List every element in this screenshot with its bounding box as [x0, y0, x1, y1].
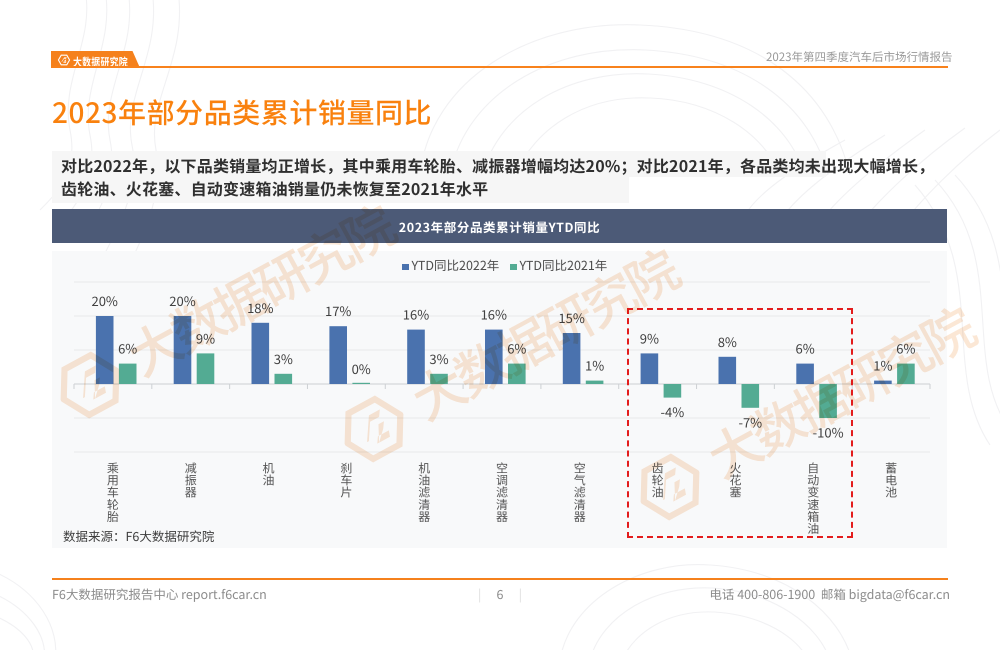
svg-text:减: 减: [185, 460, 197, 477]
svg-text:自: 自: [807, 460, 819, 477]
svg-text:蓄: 蓄: [885, 460, 897, 477]
svg-text:20%: 20%: [169, 291, 195, 310]
svg-text:用: 用: [107, 472, 119, 489]
svg-text:器: 器: [574, 508, 586, 525]
svg-text:滤: 滤: [574, 484, 586, 501]
svg-text:调: 调: [496, 472, 508, 489]
svg-text:9%: 9%: [640, 328, 659, 347]
svg-text:火: 火: [729, 460, 741, 477]
svg-text:16%: 16%: [403, 305, 429, 324]
svg-text:6%: 6%: [118, 339, 137, 358]
svg-text:8%: 8%: [718, 332, 737, 351]
svg-text:9%: 9%: [196, 328, 215, 347]
svg-text:花: 花: [729, 472, 741, 489]
svg-text:气: 气: [574, 472, 586, 489]
svg-text:清: 清: [418, 496, 430, 513]
svg-text:车: 车: [107, 484, 119, 501]
svg-text:油: 油: [262, 472, 274, 489]
svg-text:空: 空: [574, 460, 586, 477]
svg-text:油: 油: [418, 472, 430, 489]
svg-text:16%: 16%: [481, 305, 507, 324]
svg-text:器: 器: [185, 484, 197, 501]
svg-text:1%: 1%: [873, 356, 892, 375]
svg-text:-7%: -7%: [738, 412, 762, 431]
svg-text:电: 电: [885, 472, 897, 489]
svg-text:1%: 1%: [585, 356, 604, 375]
svg-text:空: 空: [496, 460, 508, 477]
svg-text:滤: 滤: [418, 484, 430, 501]
svg-text:清: 清: [496, 496, 508, 513]
svg-text:塞: 塞: [729, 484, 741, 501]
svg-text:20%: 20%: [91, 291, 117, 310]
svg-text:速: 速: [807, 496, 819, 513]
svg-text:乘: 乘: [107, 460, 119, 477]
svg-text:18%: 18%: [247, 298, 273, 317]
svg-text:车: 车: [340, 472, 352, 489]
svg-text:15%: 15%: [558, 308, 584, 327]
svg-text:刹: 刹: [340, 460, 352, 477]
svg-text:6%: 6%: [507, 339, 526, 358]
svg-text:0%: 0%: [352, 359, 371, 378]
svg-text:变: 变: [807, 484, 819, 501]
svg-text:3%: 3%: [274, 349, 293, 368]
svg-text:-10%: -10%: [813, 423, 844, 442]
svg-text:池: 池: [885, 484, 897, 501]
svg-text:油: 油: [807, 520, 819, 537]
svg-text:振: 振: [185, 472, 197, 489]
svg-text:片: 片: [340, 484, 352, 501]
svg-text:胎: 胎: [107, 508, 119, 525]
svg-text:动: 动: [807, 472, 819, 489]
svg-text:17%: 17%: [325, 301, 351, 320]
svg-text:器: 器: [496, 508, 508, 525]
svg-text:6%: 6%: [896, 339, 915, 358]
svg-text:机: 机: [262, 460, 274, 477]
svg-text:机: 机: [418, 460, 430, 477]
svg-text:滤: 滤: [496, 484, 508, 501]
svg-text:箱: 箱: [807, 508, 819, 525]
svg-text:6%: 6%: [795, 339, 814, 358]
svg-text:清: 清: [574, 496, 586, 513]
svg-text:3%: 3%: [429, 349, 448, 368]
svg-text:轮: 轮: [107, 496, 119, 513]
svg-text:-4%: -4%: [661, 402, 685, 421]
svg-text:器: 器: [418, 508, 430, 525]
